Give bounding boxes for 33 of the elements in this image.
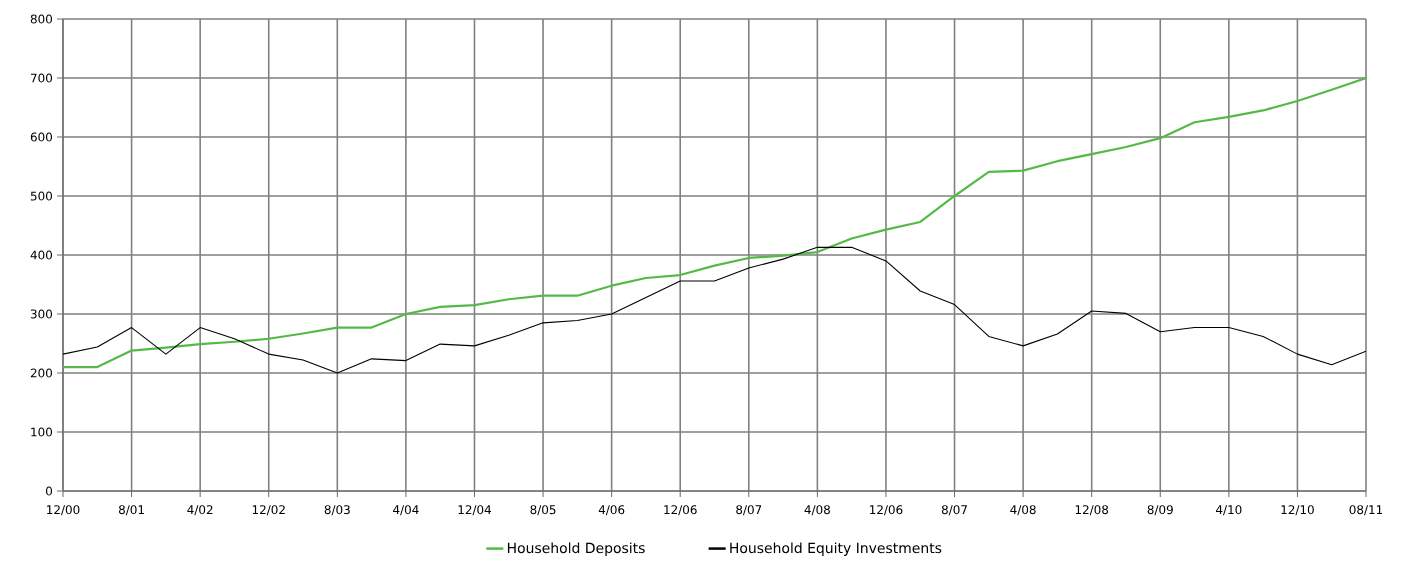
x-tick-label: 12/04 <box>458 505 492 516</box>
y-tick-label: 600 <box>30 132 53 142</box>
x-tick-label: 12/10 <box>1281 505 1314 516</box>
y-tick-label: 700 <box>30 73 53 83</box>
y-tick-label: 200 <box>30 368 53 378</box>
x-tick-label: 12/00 <box>47 505 80 516</box>
y-tick-label: 300 <box>30 309 53 319</box>
x-tick-label: 4/10 <box>1216 505 1242 516</box>
legend-label: Household Deposits <box>507 542 645 556</box>
x-tick-label: 4/02 <box>187 505 213 516</box>
x-tick-label: 4/08 <box>804 505 830 516</box>
x-tick-label: 8/05 <box>530 505 556 516</box>
x-tick-label: 4/04 <box>393 505 419 516</box>
y-tick-label: 0 <box>45 486 53 496</box>
x-tick-label: 8/09 <box>1147 505 1173 516</box>
y-tick-label: 100 <box>31 427 53 437</box>
x-tick-label: 4/06 <box>598 505 625 516</box>
x-tick-label: 12/06 <box>870 505 903 516</box>
y-tick-label: 400 <box>30 250 53 260</box>
x-tick-label: 08/11 <box>1349 505 1383 516</box>
x-tick-label: 8/07 <box>736 505 762 516</box>
line-series <box>63 76 1366 369</box>
x-tick-label: 8/07 <box>941 505 967 516</box>
x-tick-label: 12/06 <box>664 505 697 516</box>
x-tick-label: 12/02 <box>252 505 285 516</box>
x-tick-label: 8/01 <box>118 505 144 516</box>
y-tick-label: 800 <box>30 14 53 24</box>
x-tick-label: 4/08 <box>1010 505 1036 516</box>
x-tick-label: 8/03 <box>324 505 350 516</box>
line-series <box>63 246 1366 374</box>
x-tick-label: 12/08 <box>1075 505 1109 516</box>
y-tick-label: 500 <box>30 191 53 201</box>
legend-label: Household Equity Investments <box>730 542 942 556</box>
